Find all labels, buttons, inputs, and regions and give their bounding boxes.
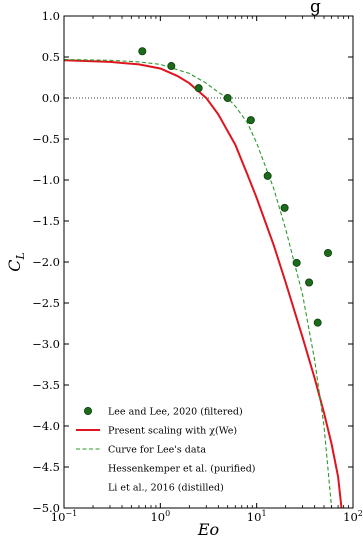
legend-marker: [84, 406, 93, 415]
plot-area: [63, 47, 353, 509]
y-tick-label: −1.5: [32, 214, 60, 228]
x-tick-label: 100: [150, 509, 170, 524]
data-point: [194, 84, 203, 93]
x-tick-label: 102: [343, 509, 363, 524]
y-tick-label: −3.0: [32, 337, 60, 351]
data-point: [167, 62, 176, 71]
y-tick-label: −5.0: [32, 501, 60, 515]
data-point: [223, 94, 232, 103]
series-line-lee-curve: [63, 58, 333, 509]
legend-marker: [84, 482, 93, 491]
y-tick-label: 0.5: [42, 50, 60, 64]
y-tick-label: −4.0: [32, 419, 60, 433]
x-tick-label: 101: [247, 509, 267, 524]
series-line-present-scaling: [63, 59, 343, 509]
y-tick-label: −2.0: [32, 255, 60, 269]
y-tick-label: −2.5: [32, 296, 60, 310]
data-point: [292, 258, 301, 267]
y-tick-label: −3.5: [32, 378, 60, 392]
y-tick-label: −0.5: [32, 132, 60, 146]
data-point: [305, 278, 314, 287]
y-axis-label: CL: [5, 252, 27, 272]
y-tick-label: −4.5: [32, 460, 60, 474]
x-tick-label: 10−1: [51, 509, 77, 524]
data-point: [138, 47, 147, 56]
legend-label: Hessenkemper et al. (purified): [108, 464, 255, 475]
legend: Lee and Lee, 2020 (filtered) Present scal…: [76, 407, 255, 494]
y-tick-label: −1.0: [32, 173, 60, 187]
data-point: [313, 318, 322, 327]
legend-marker: [84, 463, 93, 472]
data-point: [280, 203, 289, 212]
y-tick-label: 0.0: [42, 91, 60, 105]
legend-label: Present scaling with χ(We): [108, 426, 237, 437]
chart-title-fragment: g: [310, 0, 321, 17]
data-point: [263, 171, 272, 180]
legend-label: Lee and Lee, 2020 (filtered): [108, 407, 243, 418]
data-point: [323, 248, 332, 257]
legend-label: Li et al., 2016 (distilled): [108, 483, 224, 494]
axis-ticks: 1.0 0.5 0.0 −0.5 −1.0 −1.5 −2.0 −2.5 −3.0 −3.5 −4.…: [32, 9, 363, 524]
x-axis-label: Eo: [197, 520, 219, 537]
y-tick-label: 1.0: [42, 9, 60, 23]
legend-label: Curve for Lee's data: [108, 445, 206, 456]
data-point: [246, 116, 255, 125]
